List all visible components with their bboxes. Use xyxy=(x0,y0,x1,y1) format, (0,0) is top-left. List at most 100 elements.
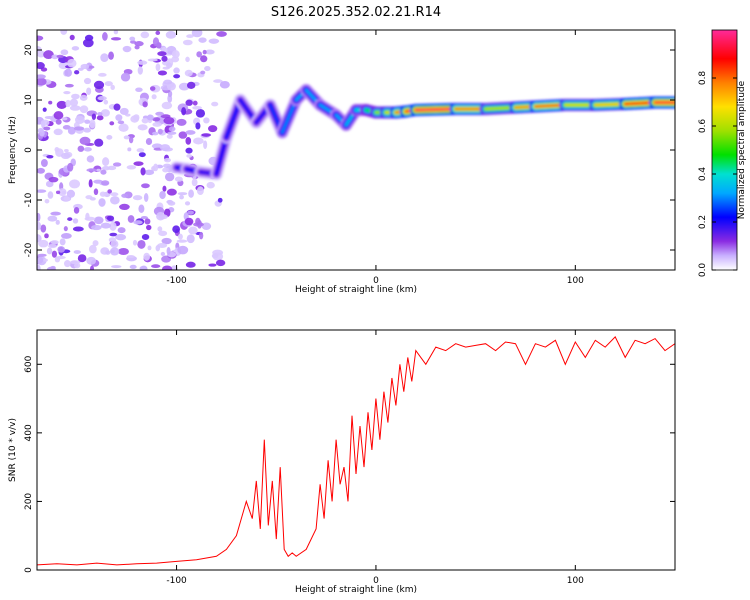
noise-blob xyxy=(137,66,143,75)
noise-blob xyxy=(134,45,140,50)
noise-blob xyxy=(110,84,115,90)
noise-blob xyxy=(43,126,51,131)
noise-blob xyxy=(88,179,93,188)
noise-blob xyxy=(152,122,162,127)
noise-blob xyxy=(185,136,192,145)
noise-blob xyxy=(72,226,84,232)
noise-blob xyxy=(90,265,95,270)
noise-blob xyxy=(55,119,62,125)
noise-blob xyxy=(143,252,151,261)
spectrogram-frame xyxy=(36,29,676,271)
noise-blob xyxy=(47,191,54,199)
top-y-ticks: -20 -10 0 10 20 xyxy=(24,44,675,257)
noise-blob xyxy=(155,63,161,72)
noise-blob xyxy=(53,128,63,136)
noise-blob xyxy=(84,119,91,124)
noise-blob xyxy=(120,72,131,82)
noise-blob xyxy=(157,70,168,76)
noise-blob xyxy=(140,31,150,39)
noise-blob xyxy=(80,63,90,70)
noise-blob xyxy=(55,190,61,195)
noise-blob xyxy=(217,197,223,203)
noise-blob xyxy=(103,99,109,105)
noise-blob xyxy=(155,111,164,116)
noise-blob xyxy=(119,203,130,211)
noise-blob xyxy=(151,264,161,269)
noise-blob xyxy=(165,30,177,39)
noise-blob xyxy=(162,167,169,173)
noise-blob xyxy=(56,100,67,109)
noise-blob xyxy=(178,131,188,139)
noise-blob xyxy=(161,237,172,245)
noise-blob xyxy=(37,35,44,41)
noise-blob xyxy=(192,100,198,106)
noise-blob xyxy=(37,264,41,270)
noise-blob xyxy=(200,55,208,63)
noise-blob xyxy=(185,99,193,106)
noise-blob xyxy=(129,264,137,269)
x-tick-label: 100 xyxy=(567,276,584,286)
noise-blob xyxy=(200,70,206,75)
noise-blob xyxy=(45,180,54,188)
noise-blob xyxy=(117,120,125,125)
noise-blob xyxy=(89,197,96,201)
y-tick-label: 0 xyxy=(24,567,34,573)
noise-blob xyxy=(118,123,129,132)
noise-blob xyxy=(110,240,119,249)
noise-blob xyxy=(53,111,64,120)
noise-blob xyxy=(176,239,188,243)
noise-blob xyxy=(46,155,54,159)
noise-blob xyxy=(37,189,47,193)
noise-blob xyxy=(130,40,137,44)
noise-blob xyxy=(132,195,143,201)
noise-blob xyxy=(134,41,144,47)
noise-blob xyxy=(196,51,203,58)
noise-blob xyxy=(93,80,105,90)
noise-blob xyxy=(170,265,178,270)
noise-blob xyxy=(167,131,177,135)
noise-blob xyxy=(186,154,192,158)
noise-blob xyxy=(188,226,198,235)
noise-blob xyxy=(204,66,211,72)
noise-blob xyxy=(168,126,176,132)
noise-blob xyxy=(127,215,135,223)
colorbar-label: Normalized spectral amplitude xyxy=(737,80,747,219)
noise-blob xyxy=(163,116,175,125)
noise-blob xyxy=(39,129,45,137)
noise-blob xyxy=(177,233,183,240)
noise-blob xyxy=(60,49,69,56)
noise-blob xyxy=(151,143,163,149)
noise-blob xyxy=(164,172,175,182)
noise-blob xyxy=(93,216,104,225)
noise-blob xyxy=(176,118,187,126)
noise-blob xyxy=(55,219,60,225)
noise-blob xyxy=(204,49,215,55)
noise-blob xyxy=(74,262,81,269)
top-y-axis-label: Frequency (Hz) xyxy=(8,116,18,184)
colorbar-tick-label: 0.8 xyxy=(698,71,708,86)
noise-blob xyxy=(83,147,92,152)
colorbar-tick-label: 0.0 xyxy=(698,263,708,278)
noise-blob xyxy=(98,72,107,77)
bottom-x-axis-label: Height of straight line (km) xyxy=(295,585,417,595)
noise-blob xyxy=(163,157,172,163)
noise-blob xyxy=(146,224,152,231)
colorbar-tick-label: 0.6 xyxy=(698,119,708,134)
noise-blob xyxy=(107,189,112,194)
noise-blob xyxy=(181,107,187,116)
noise-blob xyxy=(137,239,146,249)
noise-blob xyxy=(86,256,97,265)
noise-blob xyxy=(174,176,183,182)
colorbar-ticks: 0.0 0.2 0.4 0.6 0.8 xyxy=(698,71,737,278)
noise-blob xyxy=(83,77,92,85)
noise-blob xyxy=(161,55,168,62)
noise-blob xyxy=(89,119,96,129)
noise-blob xyxy=(141,234,150,241)
noise-blob xyxy=(173,74,181,79)
colorbar-tick-label: 0.4 xyxy=(698,167,708,182)
noise-blob xyxy=(54,256,61,263)
y-tick-label: 400 xyxy=(24,424,34,441)
noise-blob xyxy=(140,167,146,176)
frequency-ridge xyxy=(170,84,675,180)
